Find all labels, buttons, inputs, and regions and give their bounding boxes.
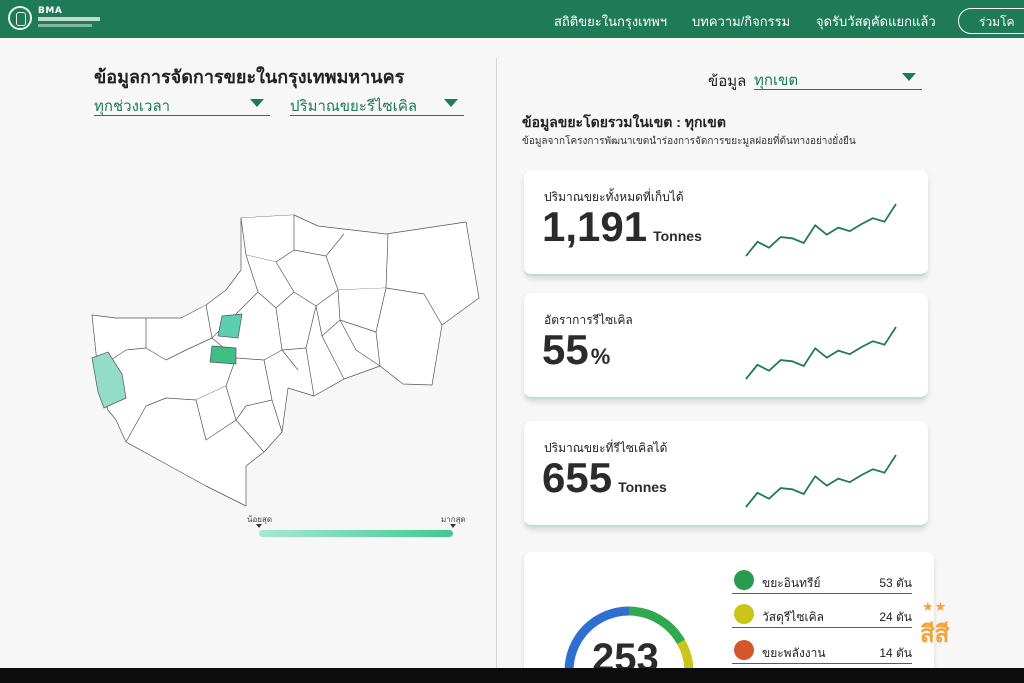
district-highlight[interactable] — [91, 351, 127, 409]
monitor-bezel — [0, 668, 1024, 683]
chevron-down-icon — [250, 99, 264, 107]
metric-select[interactable]: ปริมาณขยะรีไซเคิล — [290, 94, 464, 116]
summary-title: ข้อมูลขยะโดยรวมในเขต : ทุกเขต — [522, 114, 726, 130]
total-waste-card: ปริมาณขยะทั้งหมดที่เก็บได้ 1,191 Tonnes — [524, 170, 928, 276]
district-select-value: ทุกเขต — [754, 72, 799, 89]
join-button[interactable]: ร่วมโค — [958, 8, 1024, 34]
district-boundary — [305, 347, 315, 397]
district-boundary — [375, 331, 381, 367]
district-select[interactable]: ทุกเขต — [754, 68, 922, 90]
metric-select-value: ปริมาณขยะรีไซเคิล — [290, 98, 418, 115]
card-value: 655 Tonnes — [542, 454, 667, 501]
district-highlight[interactable] — [209, 345, 237, 365]
trend-sparkline — [745, 203, 897, 257]
nav-articles[interactable]: บทความ/กิจกรรม — [692, 14, 791, 29]
city-seal-icon — [8, 6, 32, 30]
logo-text: BMA — [38, 6, 63, 16]
bangkok-district-map[interactable] — [86, 210, 486, 510]
map-legend-gradient — [259, 530, 453, 537]
page-title: ข้อมูลการจัดการขยะในกรุงเทพมหานคร — [94, 67, 405, 87]
recycle-icon — [734, 604, 754, 624]
district-boundary — [195, 385, 237, 441]
chevron-down-icon — [444, 99, 458, 107]
legend-min-label: น้อยสุด — [247, 515, 273, 524]
gauge-segment-blue — [564, 606, 630, 670]
trend-sparkline — [745, 454, 897, 508]
recyclable-waste-card: ปริมาณขยะที่รีไซเคิลได้ 655 Tonnes — [524, 421, 928, 527]
district-boundary — [235, 419, 265, 453]
legend-min-marker-icon — [256, 524, 262, 528]
list-item: ขยะอินทรีย์ 53 ตัน — [732, 564, 912, 594]
legend-max-marker-icon — [450, 524, 456, 528]
district-boundary — [125, 357, 237, 443]
list-item: ขยะพลังงาน 14 ตัน — [732, 634, 912, 664]
nav-waste-stats[interactable]: สถิติขยะในกรุงเทพฯ — [554, 14, 668, 29]
recycle-rate-card: อัตราการรีไซเคิล 55% — [524, 293, 928, 399]
waste-breakdown-card: 253 ขยะอินทรีย์ 53 ตัน วัสดุรีไซเคิล 24 … — [524, 552, 934, 670]
top-nav-bar: BMA สถิติขยะในกรุงเทพฯ บทความ/กิจกรรม จุ… — [0, 0, 1024, 38]
star-icon: ★★ — [922, 600, 948, 615]
district-boundary — [339, 319, 381, 367]
district-boundary — [235, 399, 273, 421]
watermark-logo: ★★ สีสี — [920, 600, 950, 648]
card-value: 55% — [542, 326, 611, 373]
district-boundary — [240, 215, 295, 263]
chevron-down-icon — [902, 73, 916, 81]
panel-divider — [496, 58, 497, 670]
card-value: 1,191 Tonnes — [542, 203, 702, 250]
leaf-icon — [734, 570, 754, 590]
district-boundary — [385, 287, 443, 326]
trend-sparkline — [745, 326, 897, 380]
card-label: อัตราการรีไซเคิล — [544, 313, 633, 327]
summary-subtitle: ข้อมูลจากโครงการพัฒนาเขตนำร่องการจัดการข… — [522, 136, 856, 147]
card-label: ปริมาณขยะที่รีไซเคิลได้ — [544, 441, 668, 455]
flame-icon — [734, 640, 754, 660]
district-boundary — [275, 305, 317, 351]
gauge-total: 253 — [592, 636, 659, 670]
card-label: ปริมาณขยะทั้งหมดที่เก็บได้ — [544, 190, 684, 204]
period-select-value: ทุกช่วงเวลา — [94, 98, 171, 115]
gauge-segment-yellow — [677, 639, 694, 670]
list-item: วัสดุรีไซเคิล 24 ตัน — [732, 598, 912, 628]
legend-max-label: มากสุด — [441, 515, 466, 524]
period-select[interactable]: ทุกช่วงเวลา — [94, 94, 270, 116]
data-label: ข้อมูล — [708, 73, 747, 90]
district-highlight[interactable] — [217, 313, 243, 339]
gauge-segment-green — [628, 606, 685, 645]
district-boundary — [321, 335, 345, 380]
nav-dropoff-points[interactable]: จุดรับวัสดุคัดแยกแล้ว — [816, 14, 936, 29]
bma-logo[interactable]: BMA — [8, 5, 100, 31]
district-boundary — [337, 287, 387, 333]
